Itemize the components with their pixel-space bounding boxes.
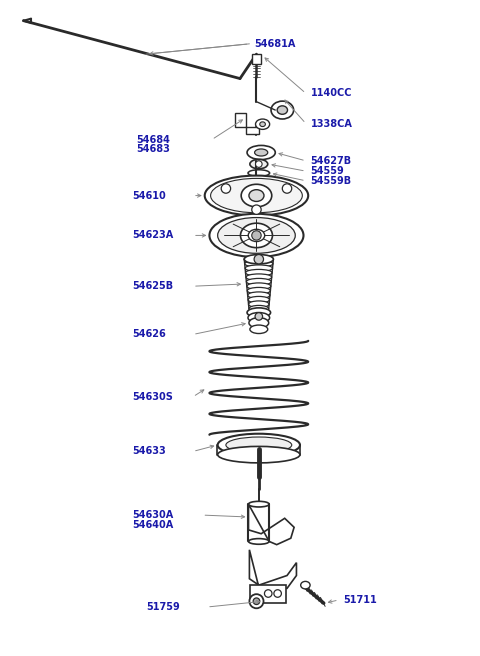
Ellipse shape: [244, 256, 274, 262]
Text: 54559: 54559: [311, 166, 344, 176]
Text: 54681A: 54681A: [254, 39, 296, 49]
Ellipse shape: [240, 223, 273, 248]
Ellipse shape: [250, 325, 268, 333]
Text: 51759: 51759: [146, 602, 180, 612]
Text: 51711: 51711: [344, 595, 377, 605]
Ellipse shape: [250, 594, 264, 608]
Text: 1140CC: 1140CC: [311, 89, 352, 98]
Text: 54683: 54683: [136, 144, 170, 154]
Ellipse shape: [255, 313, 263, 320]
Ellipse shape: [252, 205, 261, 215]
Ellipse shape: [221, 184, 230, 194]
Ellipse shape: [249, 501, 269, 507]
Bar: [252, 54, 261, 64]
Ellipse shape: [264, 590, 272, 597]
Text: 54630S: 54630S: [132, 392, 173, 401]
Ellipse shape: [217, 447, 300, 463]
Ellipse shape: [249, 190, 264, 201]
Text: 54627B: 54627B: [311, 156, 352, 166]
Ellipse shape: [277, 106, 288, 114]
Ellipse shape: [252, 231, 261, 240]
Ellipse shape: [246, 278, 271, 285]
Text: 54633: 54633: [132, 447, 166, 457]
Ellipse shape: [217, 218, 295, 253]
Text: 54559B: 54559B: [311, 176, 352, 186]
Ellipse shape: [217, 434, 300, 457]
Ellipse shape: [226, 437, 292, 453]
Ellipse shape: [247, 287, 270, 294]
Text: 54630A: 54630A: [132, 510, 173, 520]
Ellipse shape: [248, 312, 270, 323]
Text: 54610: 54610: [132, 190, 166, 201]
Text: 54684: 54684: [136, 134, 170, 144]
Ellipse shape: [204, 176, 308, 216]
Ellipse shape: [249, 318, 269, 328]
Ellipse shape: [255, 161, 262, 167]
Ellipse shape: [241, 184, 272, 207]
Ellipse shape: [249, 301, 269, 308]
Ellipse shape: [247, 283, 271, 289]
Ellipse shape: [211, 178, 302, 213]
Ellipse shape: [248, 292, 270, 298]
Ellipse shape: [250, 159, 268, 169]
Ellipse shape: [300, 581, 310, 589]
Ellipse shape: [254, 149, 268, 156]
Text: 1338CA: 1338CA: [311, 119, 352, 129]
Ellipse shape: [245, 270, 272, 276]
Ellipse shape: [255, 119, 270, 129]
Ellipse shape: [260, 122, 265, 127]
Ellipse shape: [247, 308, 271, 318]
Ellipse shape: [271, 101, 294, 119]
Ellipse shape: [249, 306, 269, 312]
Ellipse shape: [209, 214, 303, 257]
Ellipse shape: [274, 590, 281, 597]
Ellipse shape: [253, 598, 260, 605]
Polygon shape: [235, 113, 259, 134]
Text: 54640A: 54640A: [132, 520, 173, 530]
Text: 54623A: 54623A: [132, 230, 173, 241]
Text: 54626: 54626: [132, 329, 166, 339]
Text: 54625B: 54625B: [132, 281, 173, 291]
Ellipse shape: [282, 184, 292, 194]
Ellipse shape: [248, 230, 264, 241]
Ellipse shape: [247, 146, 276, 159]
Ellipse shape: [245, 260, 273, 267]
Ellipse shape: [248, 297, 270, 303]
Polygon shape: [249, 504, 294, 544]
Polygon shape: [250, 550, 297, 588]
Ellipse shape: [249, 539, 269, 544]
Ellipse shape: [254, 255, 264, 264]
Ellipse shape: [248, 170, 270, 176]
Polygon shape: [251, 585, 286, 602]
Ellipse shape: [246, 274, 272, 281]
Ellipse shape: [244, 255, 274, 264]
Ellipse shape: [245, 265, 273, 272]
